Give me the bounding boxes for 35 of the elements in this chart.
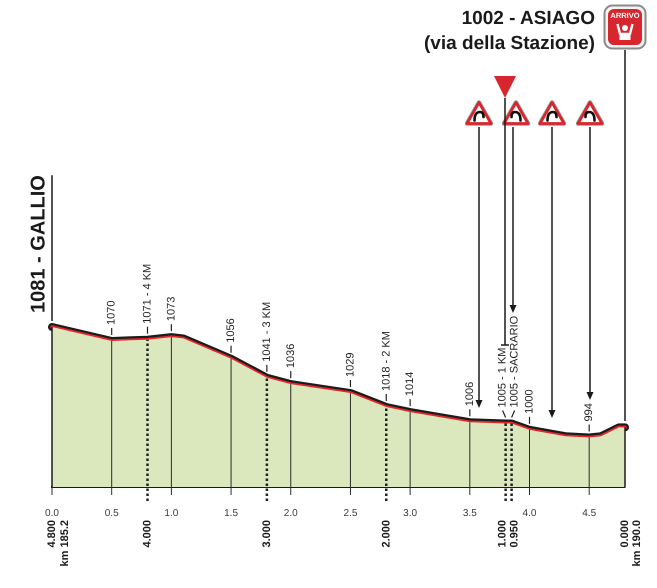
data-label: 1041 - 3 KM <box>260 302 273 362</box>
data-label: 1029 <box>344 352 356 378</box>
x-tick-label: 4.5 <box>582 508 597 519</box>
x2-tick-label: 4.800 <box>46 520 58 548</box>
x-tick-label: 0.0 <box>45 508 60 519</box>
data-label: 1005 - SACRARIO <box>508 315 521 408</box>
text: 1002 - ASIAGO (via della Stazione) <box>424 8 595 54</box>
data-label: 1005 - 1 KM <box>496 348 509 408</box>
x-tick-label: 4.0 <box>522 508 537 519</box>
data-label: 1070 <box>106 300 118 325</box>
data-label: 1071 - 4 KM <box>142 264 154 324</box>
x-tick-label: 1.0 <box>164 508 179 519</box>
data-label: 1056 <box>225 318 238 343</box>
data-label: 1006 <box>464 382 476 406</box>
x-tick-label: 3.0 <box>403 508 418 519</box>
data-label: 1036 <box>284 344 297 368</box>
x2-tick-label: 1.000 <box>496 520 509 548</box>
x-tick-label: 2.5 <box>343 508 358 519</box>
x-tick-label: 3.5 <box>462 508 478 519</box>
text: km 185.2 <box>59 520 72 566</box>
text: km 190.0 <box>631 520 644 566</box>
x2-tick-label: 2.000 <box>380 520 392 548</box>
data-label: 1073 <box>165 296 178 322</box>
data-label: 1014 <box>404 372 416 396</box>
data-label: 994 <box>583 403 596 422</box>
x-tick-label: 2.0 <box>284 508 298 519</box>
x2-tick-label: 4.000 <box>142 520 154 548</box>
x-tick-label: 1.5 <box>224 508 238 519</box>
annotation: 1081 - GALLIO <box>28 175 50 313</box>
x-tick-label: 0.5 <box>104 508 120 519</box>
x2-tick-label: 0.000 <box>619 520 632 548</box>
x2-tick-label: 0.950 <box>508 520 521 548</box>
data-label: 1018 - 2 KM <box>380 331 392 391</box>
data-label: 1000 <box>524 389 536 414</box>
x2-tick-label: 3.000 <box>260 520 273 548</box>
